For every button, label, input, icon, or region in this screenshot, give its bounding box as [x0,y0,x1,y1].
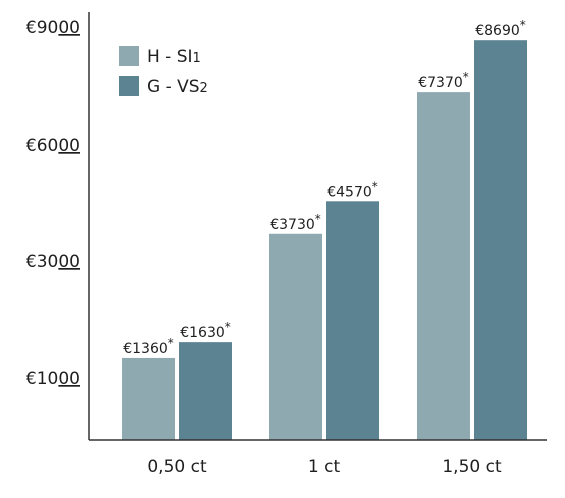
legend-swatch [119,76,139,96]
y-tick-label: €9000 [26,18,80,38]
legend: H - SI1 G - VS2 [119,46,208,97]
legend-label: G - VS2 [147,77,208,97]
bar-value-label: €3730* [270,212,321,233]
y-axis-ticks: €1000 €3000 €6000 €9000 [26,18,80,389]
bar-labels-group: €1360* €1630* €3730* €4570* €7370* €8690* [123,18,526,357]
x-tick-label: 1 ct [308,457,341,477]
bar-value-label: €1630* [180,320,231,341]
bar-value-label: €8690* [475,18,526,39]
x-axis-ticks: 0,50 ct 1 ct 1,50 ct [147,457,502,477]
legend-swatch [119,46,139,66]
bar-value-label: €1360* [123,336,174,357]
bar-value-label: €4570* [327,179,378,200]
y-tick-label: €6000 [26,136,80,156]
bar-h-si1 [122,357,175,440]
legend-label: H - SI1 [147,47,201,67]
x-tick-label: 0,50 ct [147,457,207,477]
bar-g-vs2 [474,40,527,441]
y-tick-label: €1000 [26,369,80,389]
y-tick-label: €3000 [26,252,80,272]
x-tick-label: 1,50 ct [442,457,502,477]
bar-h-si1 [269,233,322,440]
bar-value-label: €7370* [418,70,469,91]
bar-g-vs2 [326,201,379,440]
bar-h-si1 [417,92,470,440]
bar-g-vs2 [179,342,232,440]
bars-group [122,40,527,441]
